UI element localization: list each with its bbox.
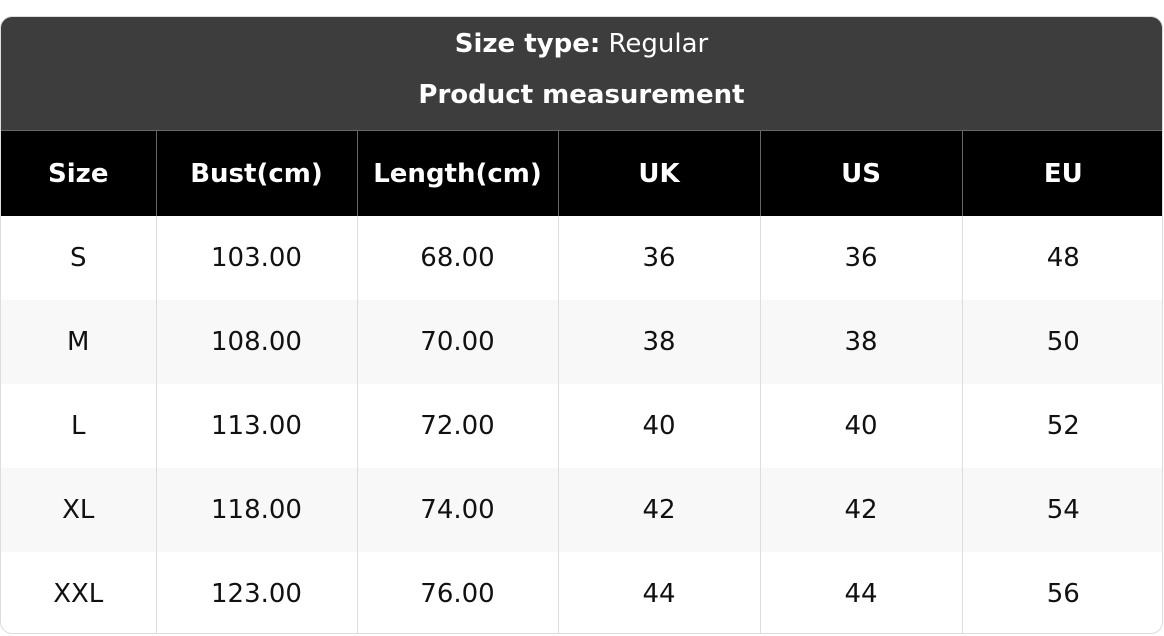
table-cell: 48 xyxy=(961,216,1162,300)
measurement-table: Size Bust(cm) Length(cm) UK US EU S 103.00 68.0… xyxy=(1,130,1162,633)
size-type: Size type: Regular xyxy=(1,17,1162,73)
table-cell: 72.00 xyxy=(356,384,558,468)
table-cell: S xyxy=(69,243,87,273)
table-row: S 103.00 68.00 36 36 48 xyxy=(1,216,1162,300)
table-cell: 113.00 xyxy=(155,384,357,468)
table-cell: 38 xyxy=(759,300,962,384)
table-cell: 36 xyxy=(557,216,760,300)
column-header: Bust(cm) xyxy=(155,130,357,216)
table-cell: 38 xyxy=(557,300,760,384)
table-cell: XL xyxy=(1,468,156,552)
table-cell: 42 xyxy=(557,468,760,552)
size-type-label: Size type: xyxy=(454,29,601,59)
column-header: US xyxy=(759,130,962,216)
table-cell: 44 xyxy=(557,552,760,633)
table-cell: M xyxy=(1,300,156,384)
table-cell: 56 xyxy=(961,552,1162,633)
header-row: Size Bust(cm) Length(cm) UK US EU xyxy=(1,130,1162,216)
table-cell: 123.00 xyxy=(155,552,357,633)
table-cell: 50 xyxy=(961,300,1162,384)
table-cell: 70.00 xyxy=(356,300,558,384)
table-cell: 44 xyxy=(759,552,962,633)
column-header: Length(cm) xyxy=(356,130,558,216)
table-cell: 52 xyxy=(961,384,1162,468)
column-header: Size xyxy=(1,130,156,216)
size-type-value: Regular xyxy=(608,29,709,59)
table-cell: L xyxy=(71,411,86,441)
table-row: XL 118.00 74.00 42 42 54 xyxy=(1,468,1162,552)
table-cell: 118.00 xyxy=(155,468,357,552)
table-cell: 40 xyxy=(557,384,760,468)
table-cell: 40 xyxy=(759,384,962,468)
table-row: L 113.00 72.00 40 40 52 xyxy=(1,384,1162,468)
table-row: XXL 123.00 76.00 44 44 56 xyxy=(1,552,1162,633)
table-cell: 108.00 xyxy=(155,300,357,384)
table-cell: XXL xyxy=(53,579,104,609)
table-cell: 42 xyxy=(759,468,962,552)
table-cell: 54 xyxy=(961,468,1162,552)
table-cell: 103.00 xyxy=(155,216,357,300)
table-cell: 36 xyxy=(759,216,962,300)
table-row: M 108.00 70.00 38 38 50 xyxy=(1,300,1162,384)
table-cell: 68.00 xyxy=(356,216,558,300)
column-header: UK xyxy=(557,130,760,216)
column-header: EU xyxy=(961,130,1162,216)
table-cell: 76.00 xyxy=(356,552,558,633)
section-title: Product measurement xyxy=(418,80,745,110)
size-chart: Size type: Regular Product measurement S… xyxy=(0,16,1163,634)
chart-header: Size type: Regular Product measurement xyxy=(1,17,1162,130)
table-cell: 74.00 xyxy=(356,468,558,552)
